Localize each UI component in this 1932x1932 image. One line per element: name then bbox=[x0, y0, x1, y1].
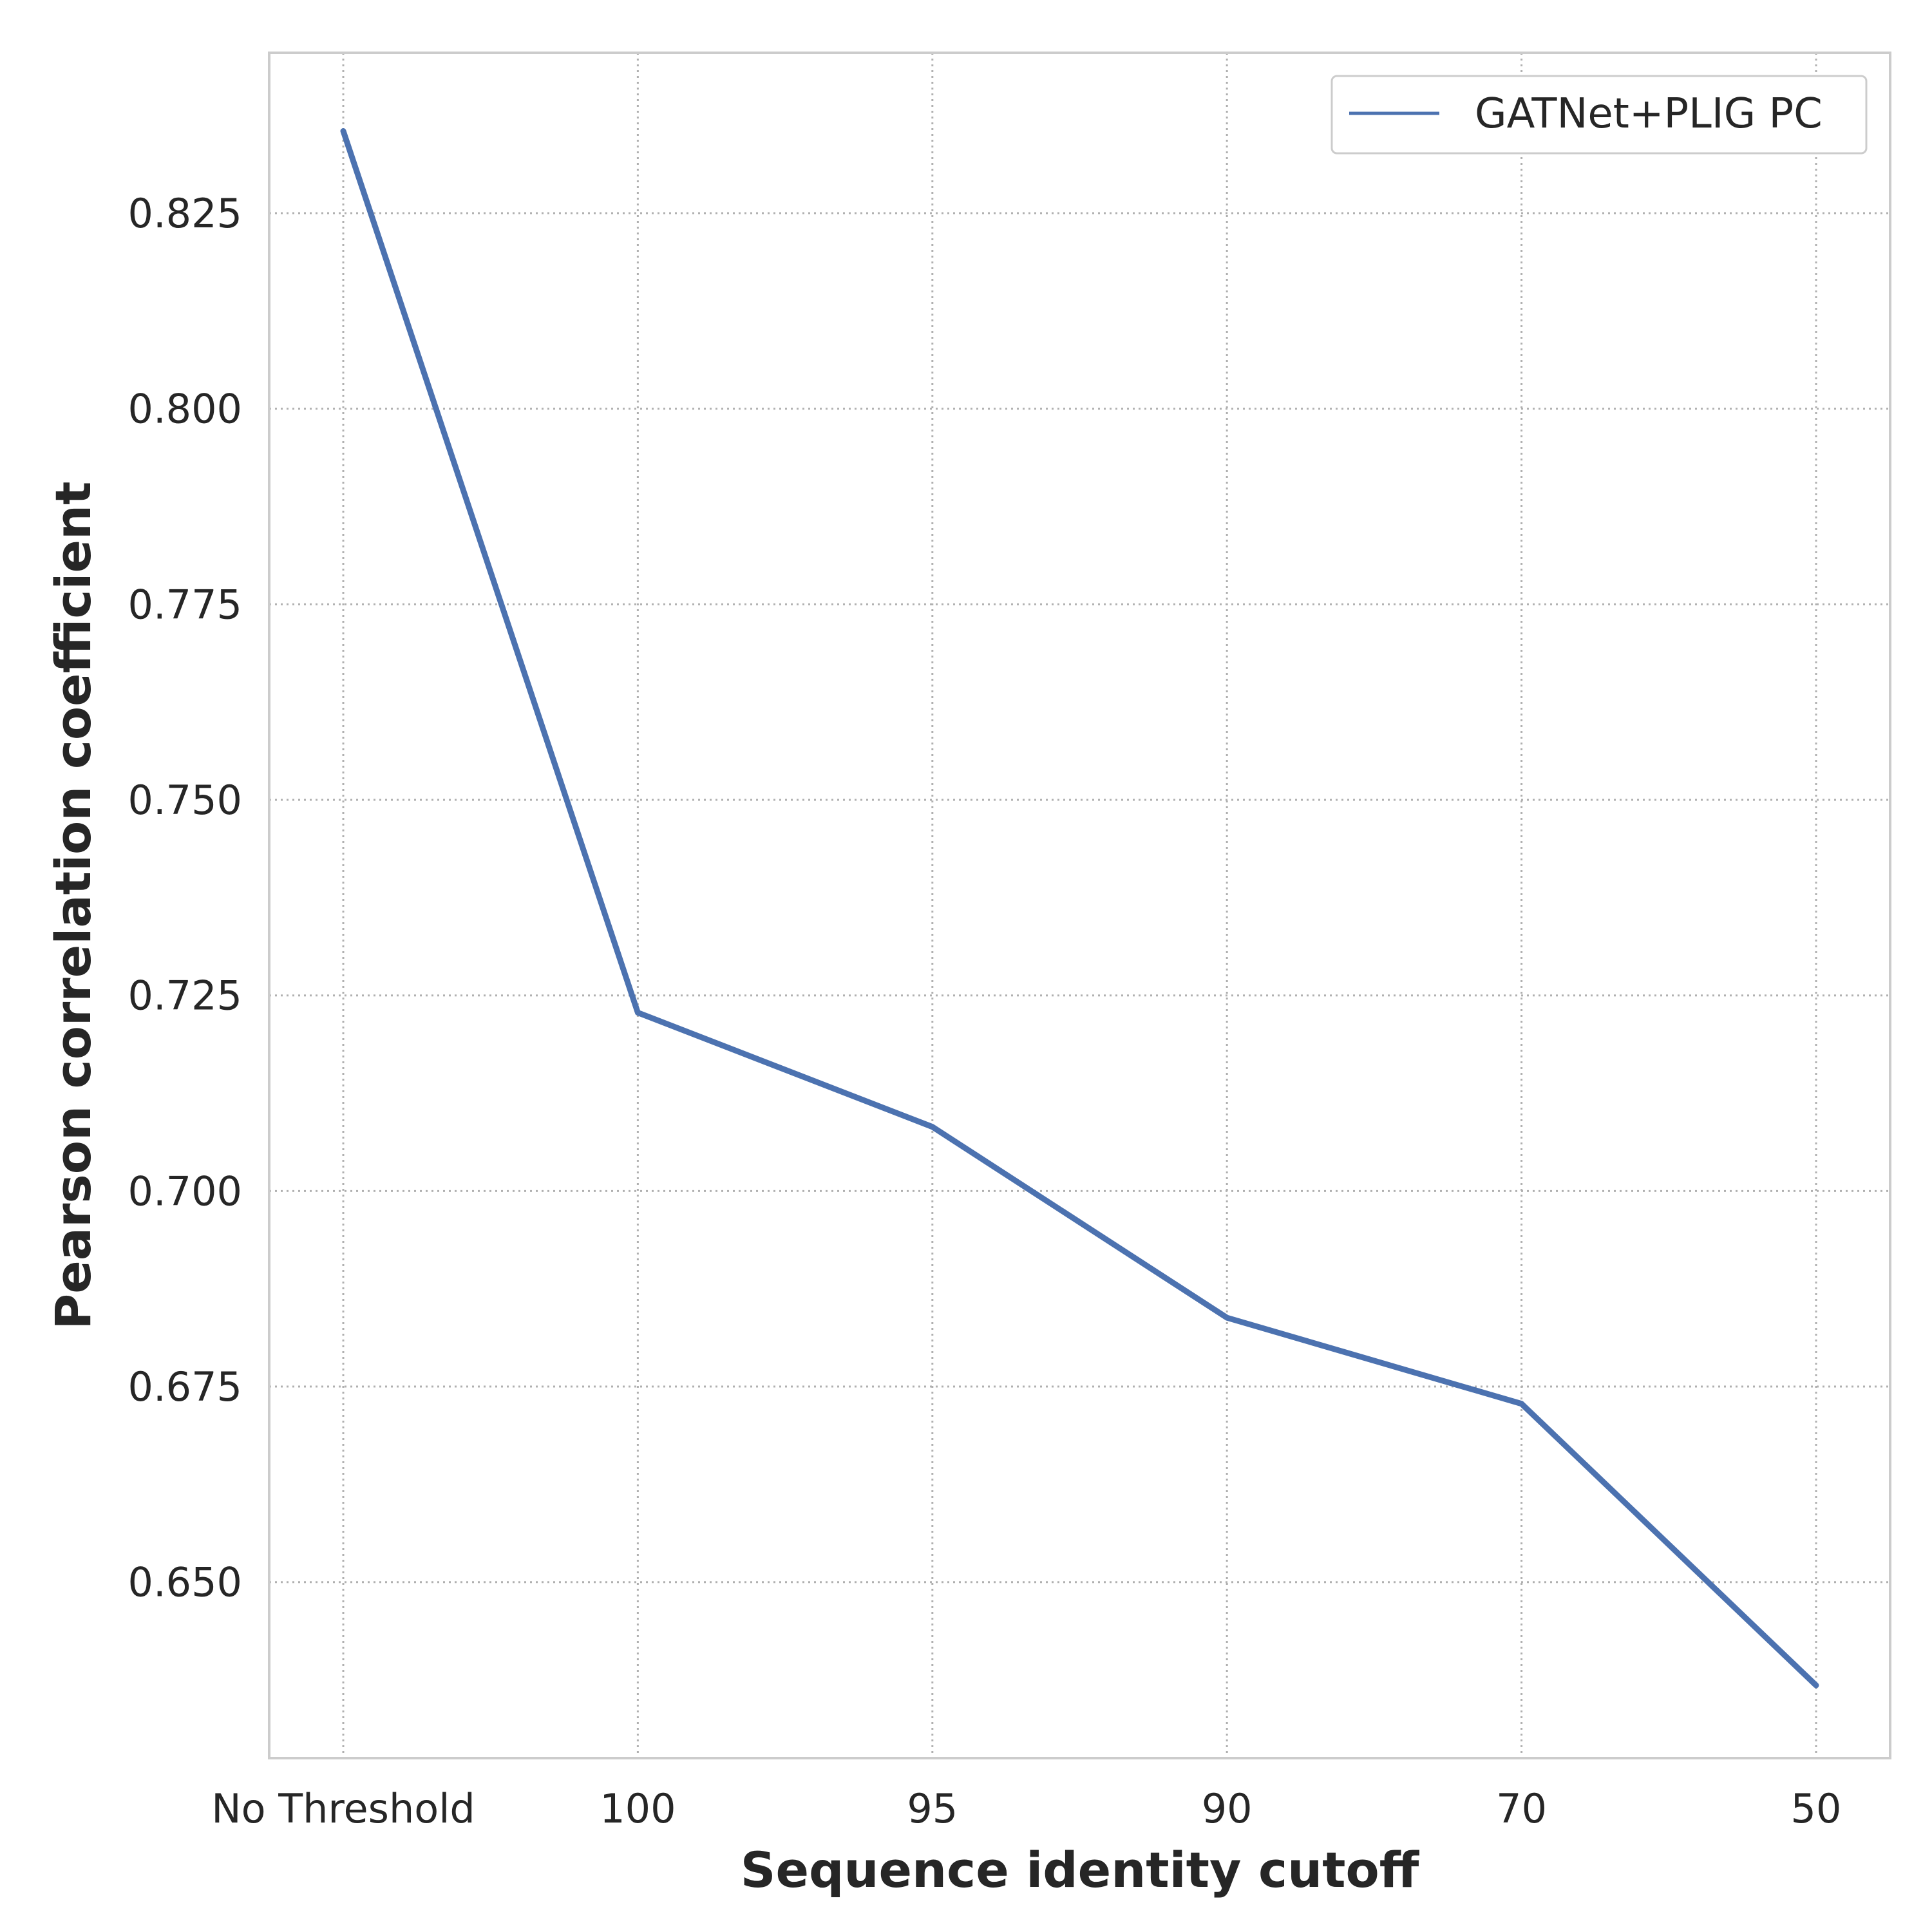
x-axis-label: Sequence identity cutoff bbox=[741, 1841, 1420, 1899]
legend: GATNet+PLIG PC bbox=[1331, 75, 1868, 155]
x-tick-label: 90 bbox=[1202, 1785, 1253, 1832]
series-layer bbox=[340, 128, 1819, 1689]
y-tick-label: 0.725 bbox=[128, 972, 243, 1019]
x-tick-label: 50 bbox=[1791, 1785, 1842, 1832]
y-tick-label: 0.800 bbox=[128, 386, 243, 433]
y-tick-label: 0.750 bbox=[128, 777, 243, 824]
y-tick-label: 0.700 bbox=[128, 1168, 243, 1215]
y-tick-label: 0.775 bbox=[128, 581, 243, 628]
y-axis-label: Pearson correlation coefficient bbox=[44, 482, 102, 1330]
x-tick-label: No Threshold bbox=[211, 1785, 475, 1832]
y-tick-labels: 0.650 0.675 0.700 0.725 0.750 0.775 0.800 0.825 bbox=[128, 190, 243, 1606]
x-tick-label: 95 bbox=[907, 1785, 958, 1832]
legend-label: GATNet+PLIG PC bbox=[1475, 90, 1823, 138]
y-tick-label: 0.825 bbox=[128, 190, 243, 237]
x-tick-label: 100 bbox=[600, 1785, 676, 1832]
series-line bbox=[340, 128, 1819, 1689]
x-tick-label: 70 bbox=[1496, 1785, 1547, 1832]
x-tick-labels: No Threshold 100 95 90 70 50 bbox=[211, 1785, 1841, 1832]
legend-box bbox=[1331, 75, 1868, 155]
grid-lines bbox=[269, 53, 1890, 1758]
plot-frame bbox=[268, 52, 1891, 1759]
y-tick-label: 0.675 bbox=[128, 1363, 243, 1410]
y-tick-label: 0.650 bbox=[128, 1559, 243, 1606]
